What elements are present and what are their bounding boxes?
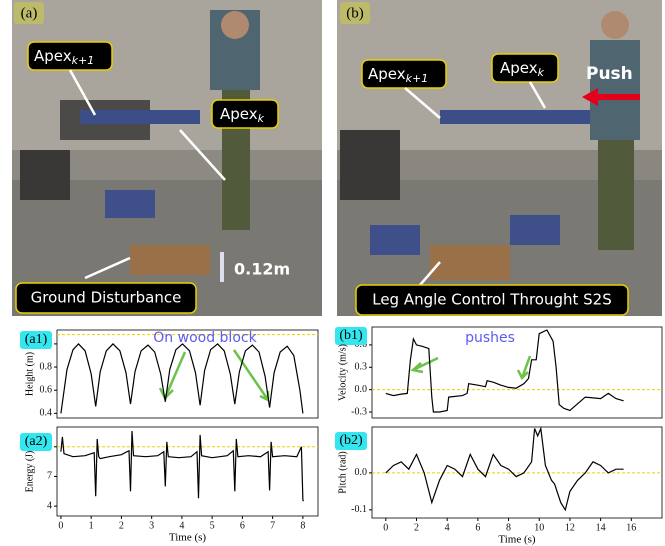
- x-tick-label: 4: [179, 520, 184, 531]
- plot-frame: [56, 426, 319, 517]
- x-tick-label: 4: [445, 522, 450, 533]
- label-box: [491, 53, 559, 83]
- caption: Leg Angle Control Throught S2S: [372, 291, 612, 309]
- data-line: [385, 329, 624, 413]
- x-tick-label: 2: [119, 520, 124, 531]
- x-tick-label: 10: [534, 522, 544, 533]
- apex-label: Apexk+1: [34, 47, 94, 68]
- apex-base: Apex: [368, 65, 406, 83]
- x-tick-label: 14: [596, 522, 606, 533]
- x-axis-label: Time (s): [498, 534, 536, 546]
- height-label: 0.12m: [234, 260, 290, 279]
- apex-base: Apex: [500, 59, 538, 77]
- photo-a: [12, 0, 322, 316]
- panel-label: (a1): [25, 332, 48, 347]
- y-tick-label: 0.6: [40, 385, 53, 396]
- panel-badge: [14, 2, 44, 24]
- y-tick-label: -0.1: [351, 504, 367, 515]
- y-axis-label: Height (m): [24, 352, 35, 396]
- x-tick-label: 8: [506, 522, 511, 533]
- arrow: [404, 87, 441, 119]
- x-tick-label: 12: [565, 522, 575, 533]
- y-axis-label: Velocity (m/s): [337, 344, 348, 401]
- y-tick-label: 0.3: [355, 362, 368, 373]
- label-box: [361, 59, 447, 89]
- y-axis-label: Pitch (rad): [337, 451, 348, 494]
- panel-badge: [335, 432, 367, 450]
- panel-badge: [20, 433, 52, 451]
- apex-sub: k+1: [406, 72, 429, 85]
- apex-sub: k+1: [72, 54, 95, 67]
- arrow: [528, 81, 547, 109]
- caption-box: [15, 282, 197, 314]
- x-tick-label: 3: [149, 520, 154, 531]
- panel-label: (b1): [339, 328, 363, 343]
- panel-badge: [335, 327, 367, 345]
- x-tick-label: 5: [210, 520, 215, 531]
- panel-badge: [20, 331, 52, 349]
- x-axis-label: Time (s): [169, 532, 207, 544]
- x-tick-label: 6: [240, 520, 245, 531]
- panel-label: (b): [346, 5, 364, 21]
- x-tick-label: 0: [383, 522, 388, 533]
- x-tick-label: 6: [475, 522, 480, 533]
- y-tick-label: 0.8: [40, 361, 53, 372]
- y-axis-label: Energy (J): [24, 451, 35, 493]
- push-arrow: [582, 88, 640, 106]
- y-tick-label: 0.0: [355, 384, 368, 395]
- apex-sub: k: [258, 112, 265, 125]
- apex-base: Apex: [34, 47, 72, 65]
- panel-label: (a): [21, 5, 38, 21]
- caption: Ground Disturbance: [31, 289, 182, 307]
- arrow: [179, 129, 226, 181]
- x-tick-label: 1: [89, 520, 94, 531]
- x-tick-label: 7: [270, 520, 275, 531]
- x-tick-label: 0: [58, 520, 63, 531]
- push-label: Push: [586, 64, 633, 84]
- annotation: On wood block: [153, 330, 257, 346]
- data-line: [60, 343, 304, 414]
- data-line: [385, 426, 624, 512]
- panel-label: (b2): [339, 433, 363, 448]
- y-tick-label: 7: [47, 471, 52, 482]
- photo-b: [337, 0, 662, 316]
- arrow: [68, 69, 97, 116]
- data-line: [60, 430, 305, 502]
- x-tick-label: 16: [626, 522, 636, 533]
- panel-label: (a2): [25, 434, 48, 449]
- apex-sub: k: [538, 66, 545, 79]
- label-box: [211, 99, 279, 129]
- arrow: [84, 256, 131, 280]
- x-tick-label: 8: [300, 520, 305, 531]
- apex-label: Apexk: [500, 59, 545, 80]
- plot-frame: [371, 326, 663, 419]
- panel-badge: [340, 2, 370, 24]
- arrow: [419, 261, 441, 286]
- apex-base: Apex: [220, 105, 258, 123]
- annotation: pushes: [465, 330, 515, 346]
- y-tick-label: -0.3: [351, 406, 367, 417]
- y-tick-label: 0.4: [40, 408, 53, 419]
- y-tick-label: 4: [47, 500, 52, 511]
- apex-label: Apexk+1: [368, 65, 428, 86]
- caption-box: [355, 284, 629, 316]
- y-tick-label: 0.0: [355, 467, 368, 478]
- plot-frame: [56, 329, 319, 419]
- apex-label: Apexk: [220, 105, 265, 126]
- x-tick-label: 2: [414, 522, 419, 533]
